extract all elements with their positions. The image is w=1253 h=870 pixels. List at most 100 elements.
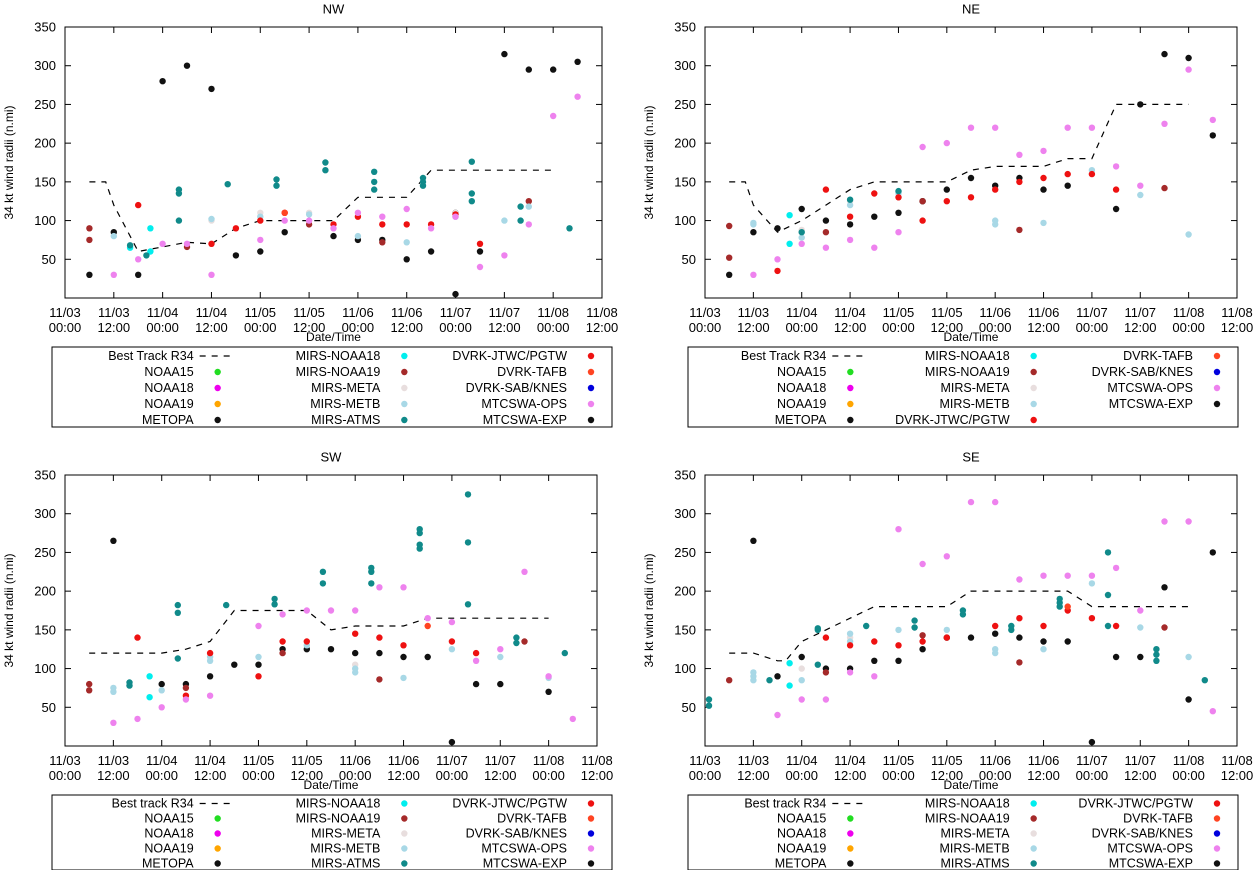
point-mirs-atms	[273, 176, 280, 183]
x-tick-time: 12:00	[484, 768, 517, 783]
point-mirs-metb	[1040, 646, 1047, 653]
legend-marker	[1213, 368, 1221, 376]
point-dvrk-jtwc-pgtw	[476, 240, 484, 247]
legend-label: MIRS-METB	[940, 397, 1010, 411]
point-mirs-noaa19	[182, 684, 190, 692]
legend-label: MIRS-NOAA18	[296, 797, 381, 811]
x-tick-time: 00:00	[979, 320, 1012, 335]
legend-label: DVRK-SAB/KNES	[466, 827, 567, 841]
legend-marker	[401, 416, 408, 424]
y-tick-label: 250	[674, 97, 696, 112]
x-tick-time: 12:00	[737, 320, 770, 335]
point-mirs-atms	[416, 529, 423, 537]
legend-marker	[1030, 845, 1037, 852]
x-tick-time: 00:00	[439, 320, 472, 335]
point-mirs-atms	[814, 661, 821, 668]
point-dvrk-jtwc-pgtw	[303, 638, 310, 645]
legend-marker	[1213, 845, 1221, 852]
point-metopa	[1137, 653, 1144, 661]
legend-label: MTCSWA-EXP	[1109, 857, 1193, 870]
legend-marker	[847, 830, 854, 837]
legend-box	[687, 346, 1239, 428]
point-mtcswa-ops	[135, 256, 142, 263]
point-mirs-atms	[468, 158, 475, 165]
x-tick-date: 11/04	[147, 305, 179, 320]
point-mtcswa-ops	[327, 607, 335, 614]
point-mtcswa-ops	[257, 236, 264, 244]
legend-marker	[847, 416, 854, 424]
x-tick-time: 12:00	[98, 320, 131, 335]
point-mirs-atms	[1104, 591, 1112, 599]
point-dvrk-jtwc-pgtw	[895, 642, 902, 649]
legend-marker	[1213, 860, 1221, 867]
legend-label: NOAA15	[777, 812, 826, 826]
point-mirs-metb	[305, 211, 313, 218]
point-mtcswa-ops	[182, 696, 190, 703]
legend-marker	[847, 400, 854, 408]
x-tick-date: 11/04	[196, 305, 228, 320]
legend-label: NOAA18	[777, 827, 826, 841]
point-mirs-metb	[497, 653, 504, 661]
point-mirs-atms	[322, 159, 329, 166]
point-mirs-metb	[525, 203, 532, 210]
x-tick-time: 12:00	[1124, 320, 1157, 335]
legend-box	[51, 346, 613, 428]
x-tick-date: 11/05	[931, 305, 963, 320]
chart-sw: SW 34 kt wind radii (n.mi) Date/Time 50 100 1…	[2, 449, 613, 870]
x-tick-date: 11/03	[49, 305, 81, 320]
point-dvrk-jtwc-pgtw	[1064, 170, 1071, 178]
point-dvrk-jtwc-pgtw	[232, 225, 240, 232]
point-mirs-metb	[1137, 191, 1144, 199]
point-dvrk-jtwc-pgtw	[1040, 622, 1047, 630]
point-mtcswa-ops	[497, 646, 504, 653]
point-mirs-metb	[1185, 231, 1192, 238]
point-mirs-metb	[992, 649, 999, 657]
legend-label: MIRS-METB	[940, 842, 1010, 856]
point-mtcswa-ops	[305, 217, 313, 224]
point-mirs-atms	[1104, 622, 1112, 630]
point-mtcswa-ops	[846, 669, 854, 676]
x-tick-date: 11/05	[293, 305, 325, 320]
point-mirs-metb	[208, 215, 215, 223]
x-tick-time: 12:00	[586, 320, 619, 335]
x-tick-time: 12:00	[390, 320, 423, 335]
point-mirs-metb	[1185, 653, 1192, 661]
point-mirs-atms	[271, 601, 278, 608]
plot-frame	[64, 474, 598, 747]
legend-label: MIRS-META	[311, 381, 381, 395]
legend-marker	[847, 368, 854, 376]
x-tick-time: 00:00	[339, 768, 372, 783]
legend-label: MIRS-METB	[310, 842, 380, 856]
point-mtcswa-ops	[750, 271, 757, 278]
x-tick-time: 00:00	[689, 768, 722, 783]
x-tick-date: 11/04	[834, 753, 866, 768]
legend-label: NOAA18	[144, 827, 193, 841]
y-tick-label: 350	[674, 468, 696, 483]
x-tick-time: 00:00	[1172, 768, 1205, 783]
point-mtcswa-ops	[919, 143, 926, 151]
point-mirs-atms	[175, 190, 183, 197]
point-metopa	[1112, 653, 1120, 661]
point-mtcswa-ops	[1016, 151, 1023, 158]
point-mirs-metb	[206, 657, 214, 664]
point-mtcswa-ops	[110, 271, 118, 278]
x-tick-date: 11/07	[1076, 305, 1108, 320]
point-mtcswa-ops	[376, 584, 383, 591]
legend-marker	[1213, 800, 1221, 807]
y-tick-label: 50	[42, 252, 56, 267]
point-mirs-atms	[517, 217, 524, 224]
point-mirs-atms	[895, 187, 902, 195]
point-mtcswa-ops	[281, 217, 288, 224]
point-mtcswa-ops	[895, 229, 902, 236]
point-metopa	[871, 213, 878, 220]
x-tick-date: 11/04	[786, 305, 818, 320]
point-dvrk-jtwc-pgtw	[919, 217, 926, 224]
legend-label: MIRS-META	[940, 827, 1010, 841]
point-mirs-atms	[174, 601, 181, 609]
legend-marker	[587, 860, 595, 867]
point-metopa	[1209, 549, 1217, 556]
x-axis-label: Date/Time	[944, 778, 999, 792]
x-tick-time: 12:00	[293, 320, 326, 335]
point-mirs-atms	[705, 702, 713, 709]
